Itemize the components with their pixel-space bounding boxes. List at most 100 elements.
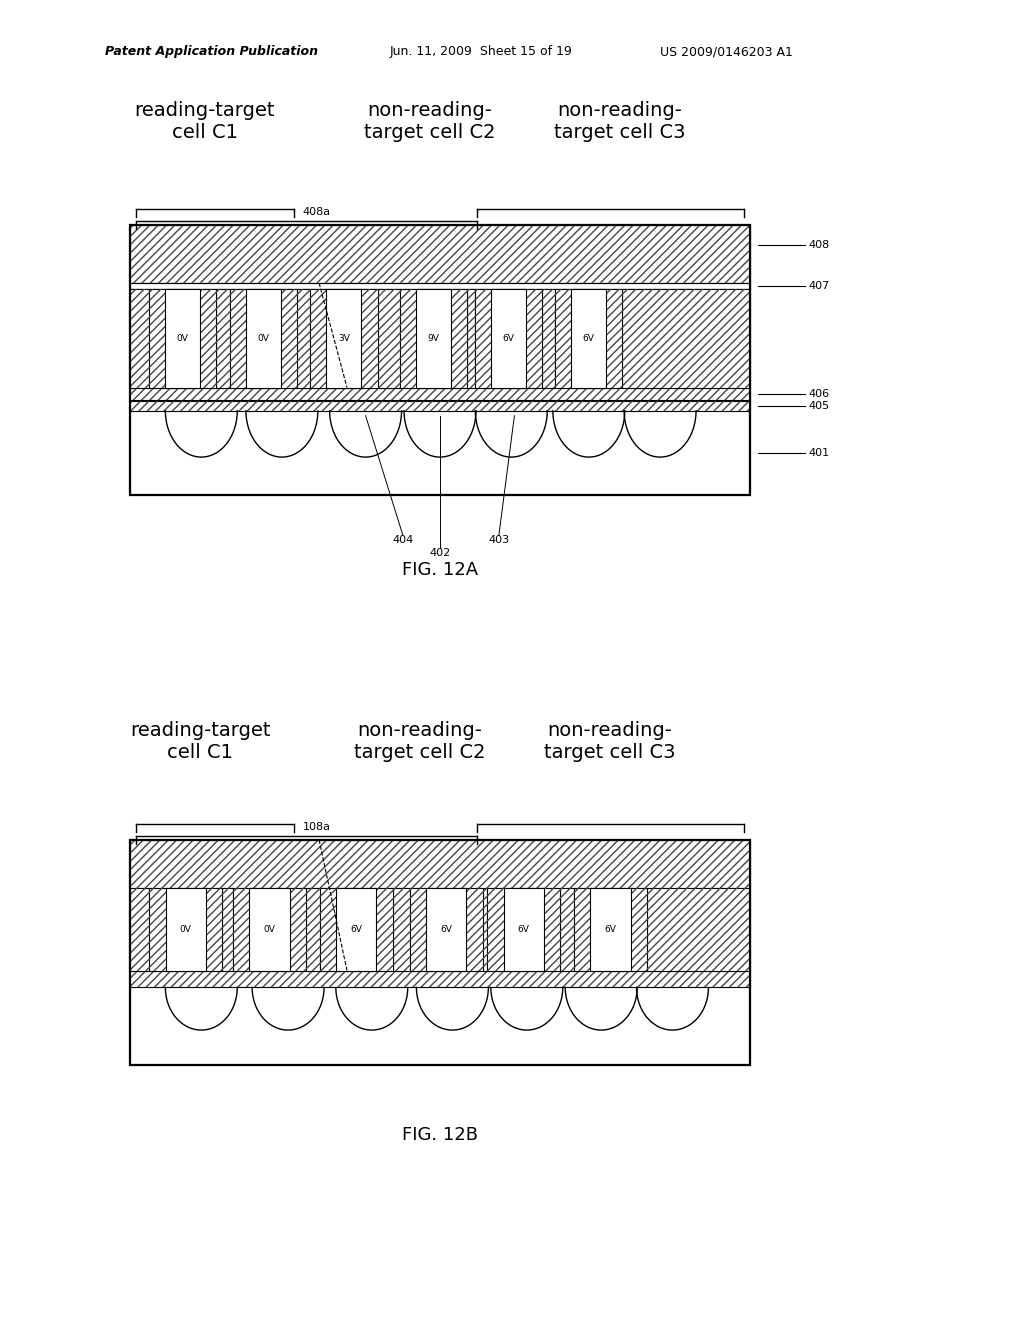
Text: non-reading-: non-reading- (357, 721, 482, 739)
Bar (233, 888, 306, 970)
Text: 408: 408 (808, 240, 829, 251)
Bar (130, 970, 750, 987)
Bar (474, 289, 542, 388)
Bar (468, 289, 474, 388)
Text: 403: 403 (488, 535, 510, 545)
Bar (130, 888, 150, 970)
Bar (130, 224, 750, 282)
Text: 6V: 6V (604, 925, 616, 935)
Text: target cell C2: target cell C2 (354, 743, 485, 763)
Bar (130, 840, 750, 1065)
Bar (150, 289, 216, 388)
Bar (623, 289, 750, 388)
Text: non-reading-: non-reading- (557, 100, 682, 120)
Bar (426, 888, 466, 970)
Bar (400, 289, 468, 388)
Text: FIG. 12A: FIG. 12A (402, 561, 478, 579)
Bar (130, 224, 750, 282)
Bar (222, 888, 233, 970)
Bar (306, 888, 319, 970)
Text: 108a: 108a (303, 822, 331, 832)
Text: 6V: 6V (518, 925, 529, 935)
Text: 407: 407 (808, 281, 829, 290)
Text: non-reading-: non-reading- (368, 100, 493, 120)
Text: 406: 406 (808, 389, 829, 399)
Bar (297, 289, 310, 388)
Bar (130, 224, 750, 495)
Bar (130, 970, 750, 987)
Text: US 2009/0146203 A1: US 2009/0146203 A1 (660, 45, 793, 58)
Bar (490, 289, 525, 388)
Text: 0V: 0V (263, 925, 275, 935)
Bar (378, 289, 400, 388)
Bar (623, 289, 750, 388)
Bar (417, 289, 452, 388)
Bar (319, 888, 393, 970)
Text: reading-target: reading-target (130, 721, 270, 739)
Bar (319, 888, 393, 970)
Bar (150, 888, 222, 970)
Bar (229, 289, 297, 388)
Text: 6V: 6V (440, 925, 453, 935)
Text: 3V: 3V (338, 334, 350, 343)
Text: 0V: 0V (180, 925, 191, 935)
Bar (130, 224, 750, 495)
Bar (468, 289, 474, 388)
Bar (130, 840, 750, 888)
Bar (150, 289, 216, 388)
Bar (560, 888, 574, 970)
Text: reading-target: reading-target (135, 100, 275, 120)
Bar (482, 888, 487, 970)
Text: 0V: 0V (257, 334, 269, 343)
Bar (130, 282, 750, 289)
Bar (246, 289, 281, 388)
Bar (571, 289, 606, 388)
Text: Patent Application Publication: Patent Application Publication (105, 45, 318, 58)
Text: 6V: 6V (350, 925, 362, 935)
Bar (130, 888, 150, 970)
Bar (310, 289, 378, 388)
Bar (233, 888, 306, 970)
Bar (229, 289, 297, 388)
Bar (574, 888, 647, 970)
Text: 6V: 6V (502, 334, 514, 343)
Text: 402: 402 (429, 548, 451, 558)
Text: FIG. 12B: FIG. 12B (402, 1126, 478, 1144)
Bar (130, 388, 750, 400)
Text: Jun. 11, 2009  Sheet 15 of 19: Jun. 11, 2009 Sheet 15 of 19 (390, 45, 572, 58)
Bar (130, 840, 750, 1065)
Bar (410, 888, 482, 970)
Bar (250, 888, 290, 970)
Bar (166, 888, 206, 970)
Bar (130, 289, 150, 388)
Bar (400, 289, 468, 388)
Bar (130, 400, 750, 411)
Bar (130, 400, 750, 411)
Bar (482, 888, 487, 970)
Bar (130, 388, 750, 400)
Bar (410, 888, 482, 970)
Text: 404: 404 (392, 535, 414, 545)
Text: 9V: 9V (428, 334, 439, 343)
Bar (487, 888, 560, 970)
Bar (474, 289, 542, 388)
Bar (297, 289, 310, 388)
Bar (130, 224, 750, 495)
Bar (555, 289, 623, 388)
Bar (393, 888, 410, 970)
Text: 405: 405 (808, 401, 829, 411)
Text: target cell C3: target cell C3 (554, 124, 686, 143)
Bar (487, 888, 560, 970)
Text: target cell C2: target cell C2 (365, 124, 496, 143)
Bar (130, 840, 750, 1065)
Text: non-reading-: non-reading- (548, 721, 673, 739)
Bar (336, 888, 377, 970)
Text: cell C1: cell C1 (167, 743, 233, 763)
Bar (591, 888, 631, 970)
Bar (504, 888, 544, 970)
Text: 0V: 0V (177, 334, 188, 343)
Bar (542, 289, 555, 388)
Bar (542, 289, 555, 388)
Bar (647, 888, 750, 970)
Text: 6V: 6V (583, 334, 595, 343)
